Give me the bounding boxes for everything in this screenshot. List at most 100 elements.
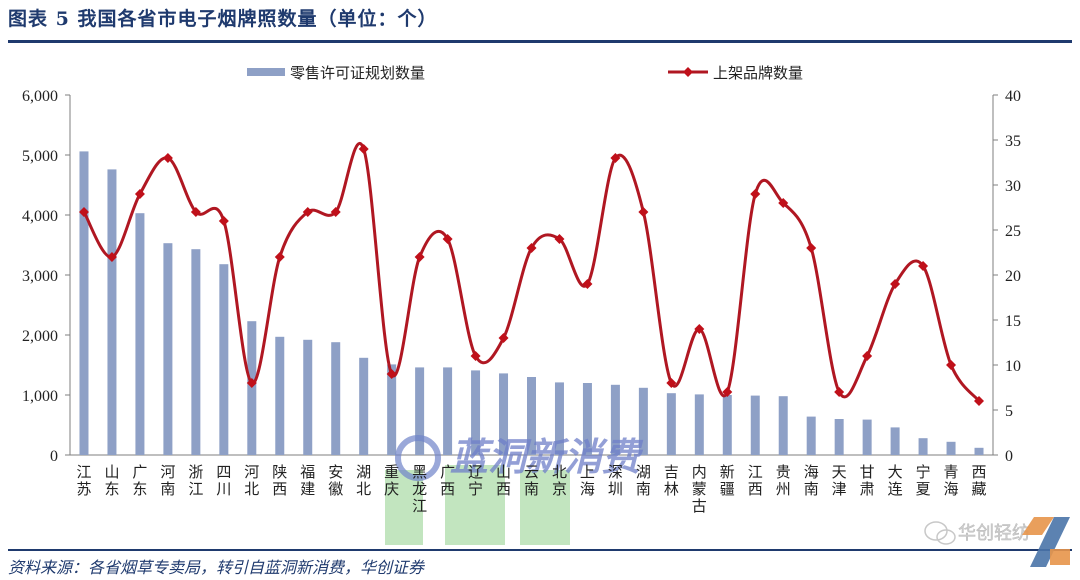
line-marker — [386, 369, 397, 379]
brand-logo-icon — [1022, 517, 1070, 567]
x-tick-label: 天津 — [832, 465, 847, 498]
bar — [806, 416, 816, 455]
x-tick-label: 大连 — [888, 464, 903, 498]
bar — [163, 243, 173, 455]
bar — [527, 377, 536, 455]
x-tick-label: 四川 — [216, 465, 231, 498]
line-marker — [834, 387, 845, 397]
bar — [191, 249, 201, 455]
line-marker — [330, 207, 341, 217]
line-marker — [246, 378, 257, 388]
line-marker — [638, 207, 649, 217]
x-tick-label: 内蒙古 — [692, 464, 707, 515]
left-tick-label: 1,000 — [22, 388, 58, 405]
line-marker — [778, 198, 789, 208]
bar-series — [79, 151, 984, 455]
line-marker — [218, 216, 229, 226]
x-tick-label: 深圳 — [608, 464, 623, 498]
left-tick-label: 4,000 — [22, 208, 58, 225]
left-tick-label: 6,000 — [22, 88, 58, 105]
x-tick-label: 青海 — [944, 464, 959, 498]
x-tick-label: 安徽 — [328, 464, 343, 498]
line-marker — [442, 234, 453, 244]
bar — [135, 213, 145, 455]
center-watermark: 蓝洞新消费 — [385, 435, 644, 545]
line-marker — [722, 387, 733, 397]
line-marker — [890, 279, 901, 289]
x-tick-label: 辽宁 — [468, 464, 483, 498]
line-marker — [918, 261, 929, 271]
left-tick-label: 3,000 — [22, 268, 58, 285]
line-series — [78, 142, 985, 406]
x-tick-label: 江西 — [748, 464, 763, 498]
bar — [722, 395, 732, 455]
title-divider — [8, 40, 1072, 43]
bar — [778, 396, 788, 455]
source-note: 资料来源：各省烟草专卖局，转引自蓝洞新消费，华创证券 — [8, 558, 425, 577]
left-tick-label: 2,000 — [22, 328, 58, 345]
bar — [471, 370, 481, 455]
line-marker — [666, 378, 677, 388]
line-marker — [694, 324, 705, 334]
bar — [275, 336, 285, 455]
bar — [750, 395, 760, 455]
x-tick-label: 贵州 — [776, 464, 791, 498]
bar — [582, 383, 592, 455]
x-tick-label: 广东 — [132, 464, 147, 498]
x-tick-label: 河北 — [244, 464, 259, 498]
x-tick-label: 福建 — [300, 464, 315, 498]
line-marker — [414, 252, 425, 262]
x-tick-label: 吉林 — [664, 464, 679, 498]
line-marker — [498, 333, 509, 343]
right-tick-label: 20 — [1005, 268, 1021, 285]
bar — [834, 419, 844, 455]
legend-line-label: 上架品牌数量 — [713, 65, 803, 82]
footer-divider — [8, 549, 1072, 551]
line-marker — [554, 234, 565, 244]
line-marker — [610, 153, 621, 163]
x-tick-label: 湖北 — [356, 464, 371, 498]
line-marker — [302, 207, 313, 217]
line-path — [82, 142, 981, 402]
line-marker — [106, 252, 117, 262]
bar — [554, 382, 564, 455]
svg-text:蓝洞新消费: 蓝洞新消费 — [450, 437, 644, 479]
x-tick-label: 重庆 — [384, 464, 399, 498]
x-tick-label: 上海 — [580, 464, 595, 498]
legend-bar-swatch — [247, 68, 285, 76]
line-marker — [470, 351, 481, 361]
line-marker — [806, 243, 817, 253]
bar — [331, 342, 341, 455]
right-tick-label: 5 — [1005, 403, 1013, 420]
line-marker — [190, 207, 201, 217]
line-marker — [582, 279, 593, 289]
bar — [862, 419, 872, 455]
bar — [638, 387, 648, 455]
line-marker — [274, 252, 285, 262]
right-tick-label: 40 — [1005, 88, 1021, 105]
bar — [247, 321, 257, 455]
x-tick-label: 山西 — [496, 464, 511, 498]
wechat-icon — [924, 521, 956, 545]
x-tick-label: 浙江 — [188, 464, 203, 498]
brand-text: 华创轻纺 — [958, 523, 1030, 543]
legend-bar-label: 零售许可证规划数量 — [290, 65, 425, 82]
line-marker — [946, 360, 957, 370]
legend: 零售许可证规划数量 上架品牌数量 — [247, 65, 803, 82]
left-tick-label: 0 — [50, 448, 58, 465]
line-marker — [974, 396, 985, 406]
line-marker — [750, 189, 761, 199]
bar — [694, 394, 704, 455]
x-tick-label: 海南 — [804, 464, 819, 498]
bar — [974, 447, 984, 455]
chart-title: 图表 5 我国各省市电子烟牌照数量（单位：个） — [8, 8, 438, 30]
bar — [610, 384, 620, 455]
chart-area: 零售许可证规划数量 上架品牌数量 0 1,000 2,000 3,000 4,000 5,0… — [22, 65, 1021, 545]
x-tick-label: 山东 — [104, 464, 119, 498]
line-marker — [134, 189, 145, 199]
right-tick-label: 0 — [1005, 448, 1013, 465]
bar — [303, 339, 313, 455]
line-marker — [78, 207, 89, 217]
line-marker — [862, 351, 873, 361]
x-tick-label: 陕西 — [272, 464, 287, 498]
